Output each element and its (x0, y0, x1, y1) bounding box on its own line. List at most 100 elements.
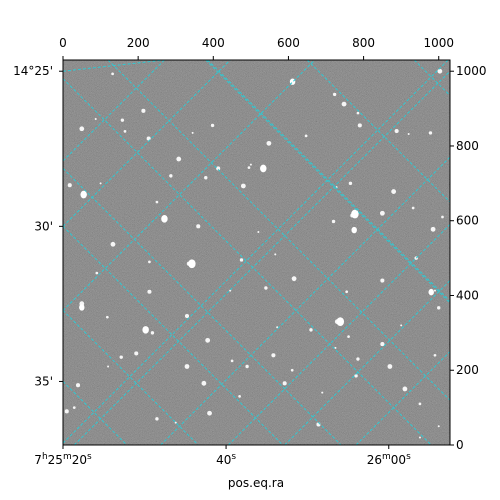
ra-grid-line (63, 225, 284, 445)
star-point (207, 410, 212, 416)
top-x-tick-label: 600 (277, 36, 300, 50)
star-point (394, 128, 399, 134)
star-point (430, 226, 436, 232)
dec-grid-line (63, 60, 316, 311)
dec-grid-line (284, 280, 450, 445)
star-point (111, 72, 114, 76)
star-point (105, 315, 109, 319)
star-point (433, 289, 436, 292)
star-point (418, 436, 421, 439)
star-point (249, 163, 252, 166)
star-point (348, 181, 353, 186)
dec-grid-line (207, 60, 450, 302)
star-point (274, 253, 277, 256)
dec-grid-line (63, 78, 432, 445)
star-point (441, 215, 444, 219)
star-point (119, 355, 123, 359)
star-point (411, 206, 415, 210)
star-point (356, 357, 360, 361)
star-point (437, 306, 441, 310)
star-point (428, 131, 433, 135)
dec-grid-line (63, 60, 231, 227)
ra-grid-line (63, 381, 128, 445)
star-point (247, 166, 251, 170)
star-point (147, 289, 152, 294)
star-point (357, 123, 362, 128)
right-y-tick-label: 0 (456, 438, 464, 452)
dec-tick-label: 35' (34, 374, 53, 388)
right-y-tick-label: 800 (456, 139, 479, 153)
bright-star-point (428, 288, 434, 296)
star-point (304, 134, 308, 138)
star-point (229, 289, 232, 292)
star-point (266, 140, 272, 146)
star-point (276, 326, 279, 329)
top-x-tick-label: 0 (59, 36, 67, 50)
star-point (205, 337, 211, 343)
star-point (95, 271, 99, 275)
ra-grid-line (63, 310, 199, 445)
dec-grid-line (63, 60, 449, 444)
dec-tick-label: 30' (34, 219, 53, 233)
star-point (75, 383, 81, 388)
right-y-tick-label: 1000 (456, 64, 487, 78)
star-point (387, 364, 393, 369)
star-point (120, 118, 125, 122)
bright-star-point (142, 326, 149, 334)
star-point (290, 368, 294, 372)
ra-tick-label: 40s (216, 452, 236, 467)
star-point (169, 174, 173, 178)
star-point (321, 391, 324, 394)
star-point (282, 381, 287, 386)
star-point (402, 386, 408, 392)
star-point (174, 421, 177, 424)
star-point (380, 342, 385, 347)
star-point (400, 324, 403, 327)
star-point (110, 241, 116, 247)
ra-grid-line (413, 60, 450, 96)
right-y-tick-label: 600 (456, 214, 479, 228)
star-point (331, 219, 336, 224)
star-point (271, 353, 276, 358)
star-point (238, 395, 241, 398)
bright-star-point (188, 259, 196, 269)
x-axis-label: pos.eq.ra (228, 476, 284, 490)
star-point (264, 286, 268, 290)
star-point (79, 126, 85, 132)
bright-star-point (351, 209, 359, 219)
star-point (150, 331, 155, 335)
stars-layer (64, 68, 444, 439)
bright-star-point (260, 164, 267, 173)
right-y-tick-label: 400 (456, 288, 479, 302)
top-x-tick-label: 800 (352, 36, 375, 50)
star-point (134, 351, 139, 356)
top-x-tick-label: 400 (202, 36, 225, 50)
ra-grid-line (63, 60, 165, 162)
star-point (379, 210, 385, 216)
image-noise (63, 60, 450, 445)
star-point (184, 364, 190, 369)
star-point (433, 353, 437, 357)
star-point (347, 335, 350, 338)
star-point (204, 176, 208, 180)
ra-grid-line (306, 60, 450, 203)
top-x-tick-label: 1000 (423, 36, 454, 50)
star-point (356, 111, 360, 115)
right-y-tick-label: 200 (456, 363, 479, 377)
star-point (196, 224, 201, 229)
star-point (345, 290, 349, 294)
ra-tick-label: 26m00s (367, 452, 411, 467)
star-point (94, 118, 97, 121)
top-x-tick-label: 200 (127, 36, 150, 50)
star-point (391, 189, 397, 194)
plot-area (62, 59, 451, 446)
ra-tick-label: 7h25m20s (34, 452, 92, 467)
star-point (240, 183, 246, 189)
star-point (245, 364, 249, 369)
bright-star-point (351, 226, 357, 234)
axes: 0 200 400 600 800 1000 0 200 400 600 800 1000 7h25m2… (13, 36, 486, 467)
star-point (99, 182, 102, 185)
bright-star-point (336, 317, 345, 327)
star-point (148, 260, 151, 264)
